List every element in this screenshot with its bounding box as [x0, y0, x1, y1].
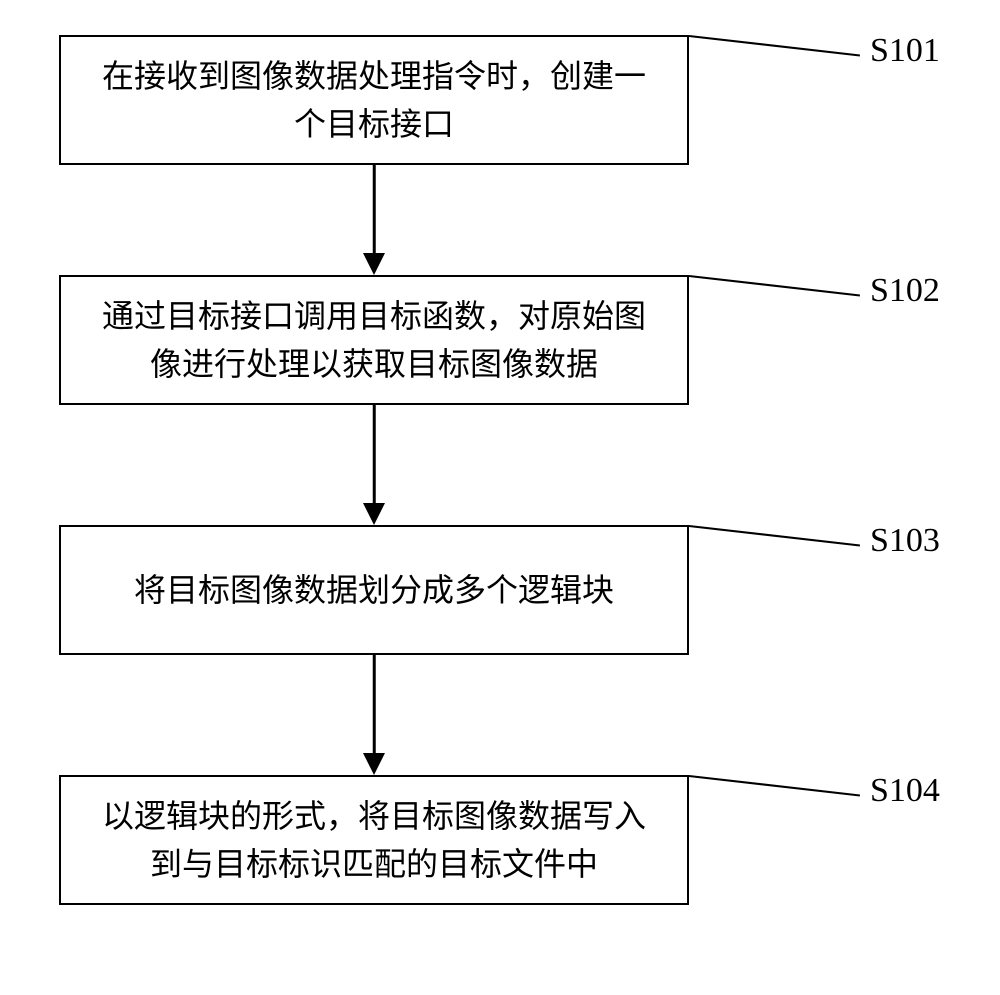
arrow-head-icon: [363, 753, 385, 775]
step-text-line2: 到与目标标识匹配的目标文件中: [150, 846, 598, 882]
arrow-line: [373, 655, 376, 753]
step-text: 通过目标接口调用目标函数，对原始图 像进行处理以获取目标图像数据: [102, 292, 646, 388]
flowchart-step-box: 以逻辑块的形式，将目标图像数据写入 到与目标标识匹配的目标文件中: [59, 775, 689, 905]
step-text-line2: 个目标接口: [294, 106, 454, 142]
step-text: 在接收到图像数据处理指令时，创建一 个目标接口: [102, 52, 646, 148]
flowchart-container: 在接收到图像数据处理指令时，创建一 个目标接口 S101 通过目标接口调用目标函…: [0, 0, 1000, 995]
step-text-line1: 将目标图像数据划分成多个逻辑块: [134, 572, 614, 608]
arrow-head-icon: [363, 253, 385, 275]
step-text-line1: 通过目标接口调用目标函数，对原始图: [102, 298, 646, 334]
step-text-line2: 像进行处理以获取目标图像数据: [150, 346, 598, 382]
flowchart-step-box: 通过目标接口调用目标函数，对原始图 像进行处理以获取目标图像数据: [59, 275, 689, 405]
flowchart-step-box: 将目标图像数据划分成多个逻辑块: [59, 525, 689, 655]
step-text-line1: 在接收到图像数据处理指令时，创建一: [102, 58, 646, 94]
step-text: 以逻辑块的形式，将目标图像数据写入 到与目标标识匹配的目标文件中: [102, 792, 646, 888]
leader-line: [689, 35, 860, 56]
step-label: S101: [870, 32, 940, 70]
leader-line: [689, 275, 860, 296]
arrow-line: [373, 405, 376, 503]
step-text: 将目标图像数据划分成多个逻辑块: [134, 566, 614, 614]
step-text-line1: 以逻辑块的形式，将目标图像数据写入: [102, 798, 646, 834]
step-label: S103: [870, 522, 940, 560]
leader-line: [689, 775, 860, 796]
step-label: S104: [870, 772, 940, 810]
flowchart-step-box: 在接收到图像数据处理指令时，创建一 个目标接口: [59, 35, 689, 165]
leader-line: [689, 525, 860, 546]
arrow-head-icon: [363, 503, 385, 525]
arrow-line: [373, 165, 376, 253]
step-label: S102: [870, 272, 940, 310]
